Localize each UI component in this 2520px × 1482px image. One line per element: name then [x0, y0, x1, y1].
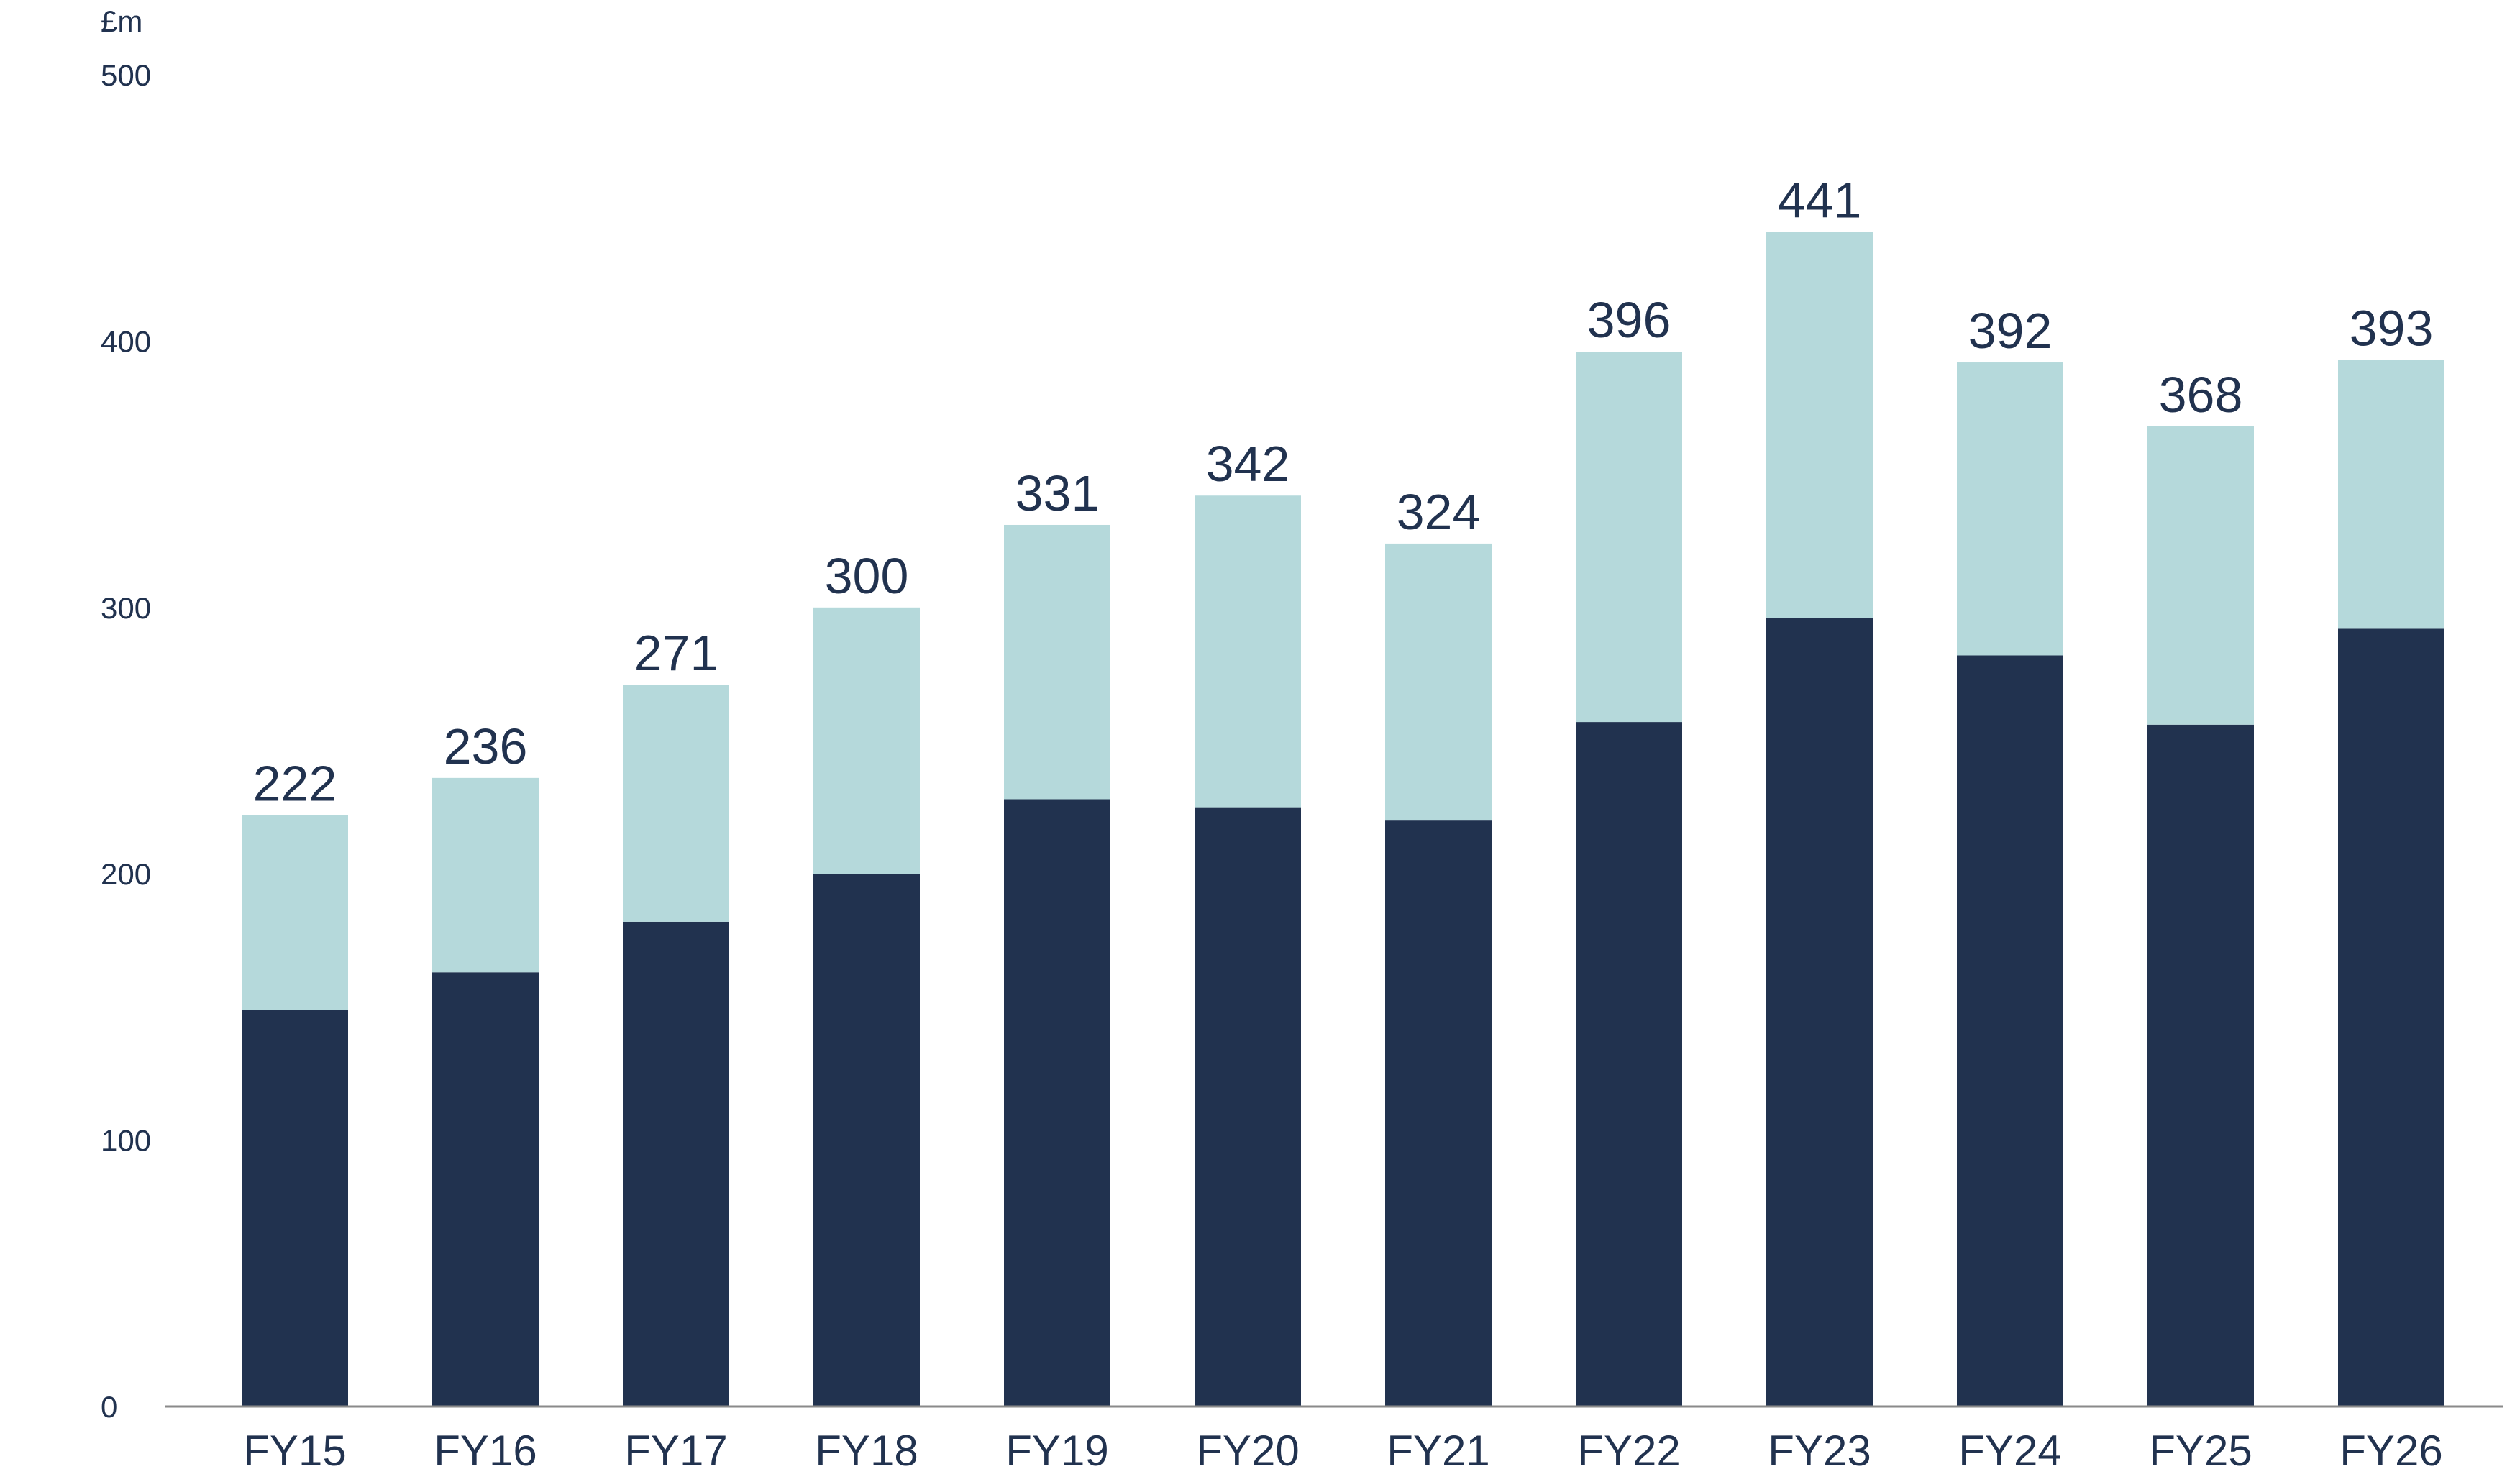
bar-segment-base: [1385, 820, 1492, 1406]
bar-segment-base: [1576, 722, 1682, 1406]
x-tick-label: FY18: [815, 1427, 918, 1475]
x-tick-label: FY15: [243, 1427, 346, 1475]
bar-segment-base: [1957, 655, 2063, 1407]
bar-segment-base: [1004, 799, 1110, 1406]
bar-segment-base: [432, 972, 539, 1406]
x-tick-label: FY20: [1196, 1427, 1299, 1475]
bar-segment-top: [1576, 352, 1682, 723]
bar-total-label: 441: [1778, 173, 1862, 229]
bar-total-label: 393: [2350, 300, 2434, 356]
bar-segment-top: [813, 607, 920, 874]
bar-segment-base: [1195, 807, 1301, 1406]
bar-segment-base: [242, 1010, 348, 1406]
bar-segment-top: [623, 685, 729, 922]
bar-total-label: 342: [1206, 436, 1290, 492]
x-tick-label: FY22: [1577, 1427, 1680, 1475]
bar-total-label: 392: [1968, 303, 2053, 359]
bars: [242, 232, 2444, 1407]
y-tick-label: 0: [101, 1390, 117, 1424]
y-tick-label: 500: [101, 58, 151, 92]
x-tick-label: FY24: [1958, 1427, 2061, 1475]
bar-segment-base: [2147, 724, 2254, 1406]
bar-total-label: 222: [253, 756, 337, 812]
bar-segment-top: [1957, 362, 2063, 656]
y-tick-label: 100: [101, 1124, 151, 1158]
bar-segment-top: [1195, 495, 1301, 808]
x-tick-label: FY16: [434, 1427, 537, 1475]
y-tick-label: 400: [101, 324, 151, 358]
y-axis: 0 100 200 300 400 500: [101, 58, 151, 1424]
x-tick-label: FY21: [1387, 1427, 1489, 1475]
y-tick-label: 200: [101, 857, 151, 891]
bar-total-label: 396: [1587, 292, 1671, 348]
x-tick-label: FY19: [1005, 1427, 1108, 1475]
bar-segment-top: [432, 777, 539, 973]
bar-segment-base: [2338, 628, 2444, 1406]
bar-segment-top: [1004, 524, 1110, 800]
bar-segment-base: [623, 921, 729, 1406]
bar-segment-top: [242, 815, 348, 1010]
bar-total-label: 300: [825, 548, 909, 604]
bar-total-label: 271: [634, 625, 718, 681]
y-tick-label: 300: [101, 591, 151, 625]
bar-total-label: 368: [2159, 367, 2243, 423]
bar-segment-top: [1385, 543, 1492, 821]
bar-segment-base: [1766, 618, 1873, 1407]
unit-label: £m: [101, 4, 142, 38]
bar-total-label: 236: [444, 718, 528, 774]
x-tick-label: FY23: [1768, 1427, 1871, 1475]
x-tick-label: FY25: [2149, 1427, 2252, 1475]
bar-total-label: 324: [1397, 484, 1481, 540]
x-axis: FY15 FY16 FY17 FY18 FY19 FY20 FY21 FY22 FY23 FY24…: [165, 1405, 2503, 1475]
bar-segment-base: [813, 874, 920, 1406]
bar-segment-top: [1766, 232, 1873, 618]
bar-segment-top: [2147, 426, 2254, 725]
value-labels: 222 236 271 300 331 342 324 396 441 392 368 393: [253, 173, 2434, 812]
bar-total-label: 331: [1015, 465, 1100, 521]
x-tick-label: FY17: [624, 1427, 727, 1475]
x-tick-label: FY26: [2339, 1427, 2442, 1475]
bar-segment-top: [2338, 360, 2444, 629]
